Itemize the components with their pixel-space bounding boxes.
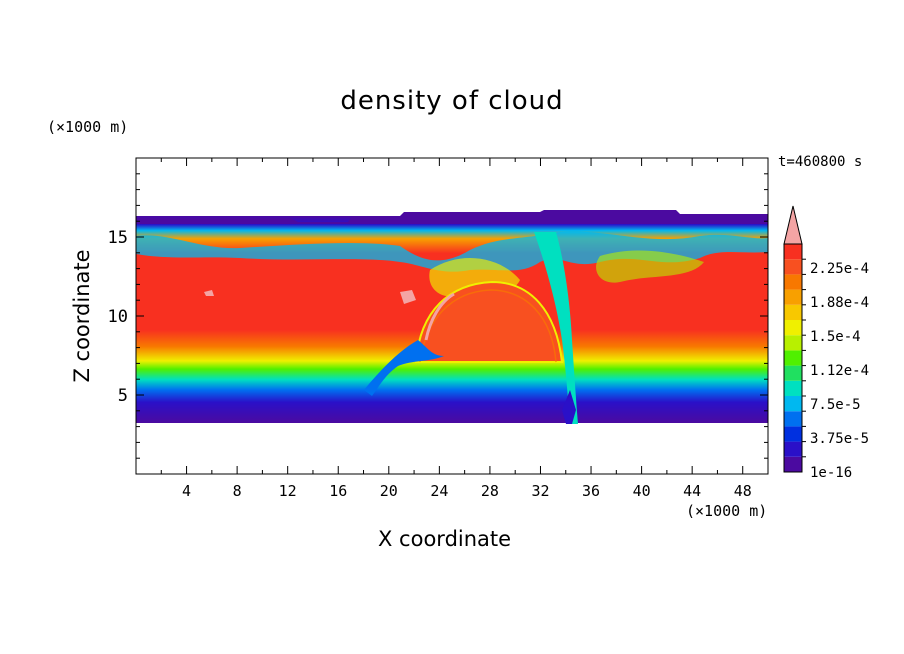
colorbar-label: 1.88e-4 (810, 295, 869, 311)
x-axis-unit: (×1000 m) (686, 502, 768, 520)
colorbar-swatch (784, 441, 802, 457)
colorbar-swatch (784, 365, 802, 381)
colorbar-swatch (784, 335, 802, 351)
x-tick-label: 44 (683, 482, 701, 500)
colorbar-swatch (784, 274, 802, 290)
x-tick-label: 8 (233, 482, 242, 500)
time-label: t=460800 s (778, 154, 863, 170)
colorbar-label: 1e-16 (810, 465, 852, 481)
colorbar-label: 1.5e-4 (810, 329, 861, 345)
x-tick-label: 12 (279, 482, 297, 500)
x-tick-label: 16 (329, 482, 347, 500)
inflow-streak (364, 340, 444, 396)
colorbar-label: 3.75e-5 (810, 431, 869, 447)
x-tick-label: 20 (380, 482, 398, 500)
colorbar-swatch (784, 320, 802, 336)
colorbar-swatch (784, 426, 802, 442)
y-tick-label: 5 (118, 386, 128, 406)
colorbar: 2.25e-4 1.88e-4 1.5e-4 1.12e-4 7.5e-5 3.75e-5… (783, 205, 869, 481)
y-tick-label: 10 (108, 307, 128, 327)
y-axis-unit: (×1000 m) (47, 118, 129, 136)
updraft-column (534, 232, 578, 424)
upper-disturbance (136, 231, 768, 272)
colorbar-label: 2.25e-4 (810, 261, 869, 277)
x-tick-label: 36 (582, 482, 600, 500)
colorbar-swatch (784, 244, 802, 260)
x-tick-label: 24 (430, 482, 448, 500)
colorbar-swatch (784, 411, 802, 427)
x-tick-label: 28 (481, 482, 499, 500)
colorbar-swatch (784, 259, 802, 275)
cloud-field (136, 210, 768, 424)
x-axis-ticks: 4 8 12 16 20 24 28 32 36 40 44 48 (160, 158, 752, 500)
colorbar-swatch (784, 456, 802, 472)
x-tick-label: 40 (633, 482, 651, 500)
colorbar-frame (783, 243, 803, 473)
colorbar-overflow-triangle (783, 205, 803, 245)
colorbar-swatch (784, 396, 802, 412)
colorbar-label: 1.12e-4 (810, 363, 869, 379)
colorbar-swatch (784, 289, 802, 305)
y-axis-ticks: 5 10 15 (108, 173, 768, 459)
chart-title: density of cloud (340, 86, 564, 116)
colorbar-swatch (784, 304, 802, 320)
cloud-top-cap (136, 210, 768, 224)
colorbar-label: 7.5e-5 (810, 397, 861, 413)
x-tick-label: 48 (734, 482, 752, 500)
x-axis-label: X coordinate (378, 527, 512, 551)
x-tick-label: 4 (182, 482, 191, 500)
colorbar-swatch (784, 380, 802, 396)
x-tick-label: 32 (531, 482, 549, 500)
y-tick-label: 15 (108, 228, 128, 248)
colorbar-swatch (784, 350, 802, 366)
